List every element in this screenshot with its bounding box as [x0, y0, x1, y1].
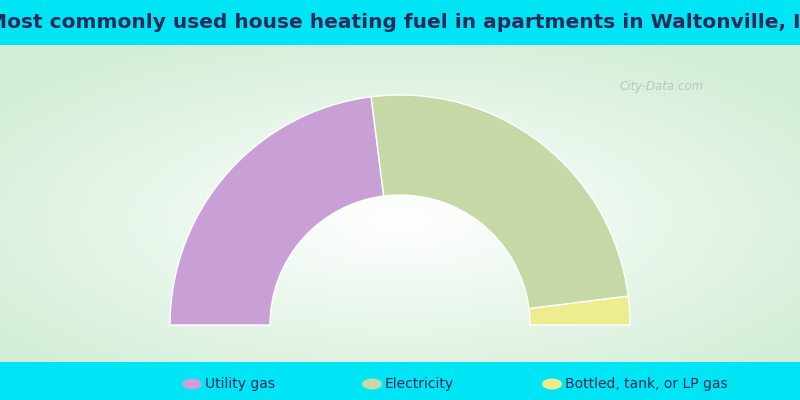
Ellipse shape — [542, 378, 562, 390]
Text: Utility gas: Utility gas — [205, 377, 275, 391]
Ellipse shape — [362, 378, 382, 390]
Wedge shape — [371, 95, 628, 309]
Text: Electricity: Electricity — [385, 377, 454, 391]
Text: City-Data.com: City-Data.com — [620, 80, 704, 93]
Text: Bottled, tank, or LP gas: Bottled, tank, or LP gas — [565, 377, 728, 391]
Wedge shape — [529, 296, 630, 325]
Text: Most commonly used house heating fuel in apartments in Waltonville, IL: Most commonly used house heating fuel in… — [0, 12, 800, 32]
Wedge shape — [170, 97, 384, 325]
Ellipse shape — [182, 378, 202, 390]
